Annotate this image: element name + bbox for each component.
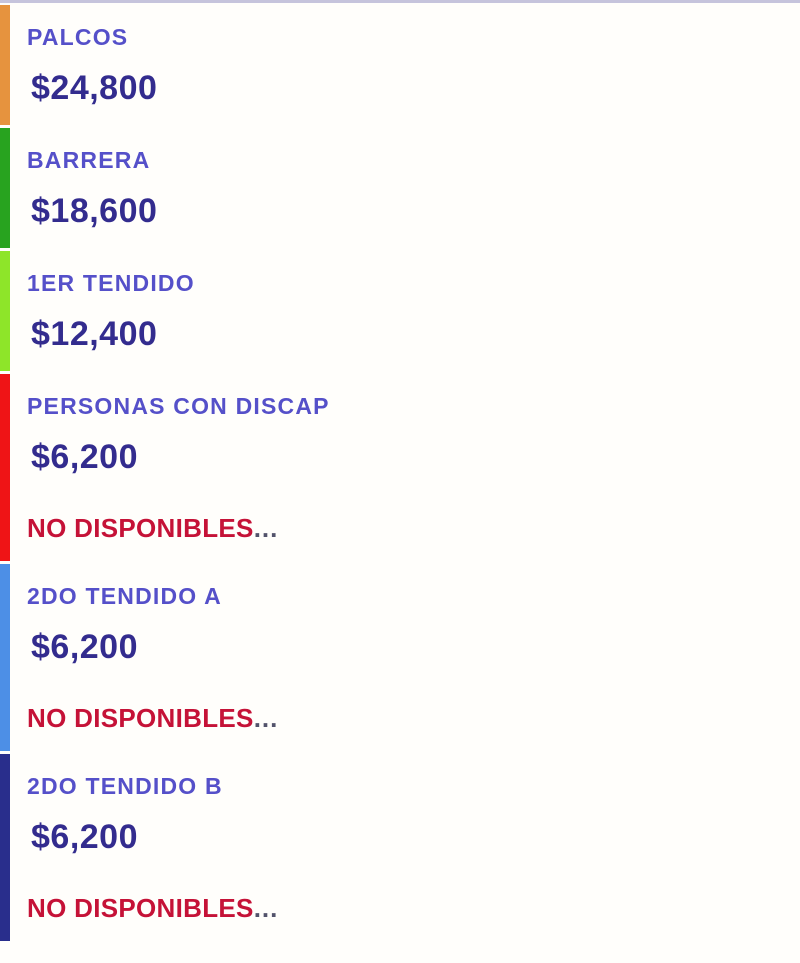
availability-status: NO DISPONIBLES... — [27, 705, 800, 731]
availability-ellipsis: ... — [253, 703, 279, 733]
price-item-barrera[interactable]: BARRERA $18,600 — [0, 128, 800, 248]
availability-ellipsis: ... — [253, 513, 279, 543]
section-price: $6,200 — [31, 438, 138, 476]
availability-text: NO DISPONIBLES — [27, 513, 254, 543]
price-item-1er-tendido[interactable]: 1ER TENDIDO $12,400 — [0, 251, 800, 371]
section-name: 2DO TENDIDO B — [27, 773, 223, 799]
availability-status: NO DISPONIBLES... — [27, 895, 800, 921]
price-item-2do-tendido-a[interactable]: 2DO TENDIDO A $6,200 NO DISPONIBLES... — [0, 564, 800, 751]
price-item-personas-con-discap[interactable]: PERSONAS CON DISCAP $6,200 NO DISPONIBLE… — [0, 374, 800, 561]
section-name: PALCOS — [27, 24, 129, 50]
availability-text: NO DISPONIBLES — [27, 703, 254, 733]
section-name: PERSONAS CON DISCAP — [27, 393, 330, 419]
price-item-palcos[interactable]: PALCOS $24,800 — [0, 5, 800, 125]
section-price: $6,200 — [31, 628, 138, 666]
availability-ellipsis: ... — [253, 893, 279, 923]
section-name: 2DO TENDIDO A — [27, 583, 222, 609]
availability-text: NO DISPONIBLES — [27, 893, 254, 923]
price-item-2do-tendido-b[interactable]: 2DO TENDIDO B $6,200 NO DISPONIBLES... — [0, 754, 800, 941]
ticket-price-list: PALCOS $24,800 BARRERA $18,600 1ER TENDI… — [0, 5, 800, 941]
section-price: $24,800 — [31, 69, 158, 107]
availability-status: NO DISPONIBLES... — [27, 515, 800, 541]
section-name: BARRERA — [27, 147, 151, 173]
section-price: $18,600 — [31, 192, 158, 230]
section-name: 1ER TENDIDO — [27, 270, 195, 296]
top-divider — [0, 0, 800, 3]
section-price: $6,200 — [31, 818, 138, 856]
section-price: $12,400 — [31, 315, 158, 353]
